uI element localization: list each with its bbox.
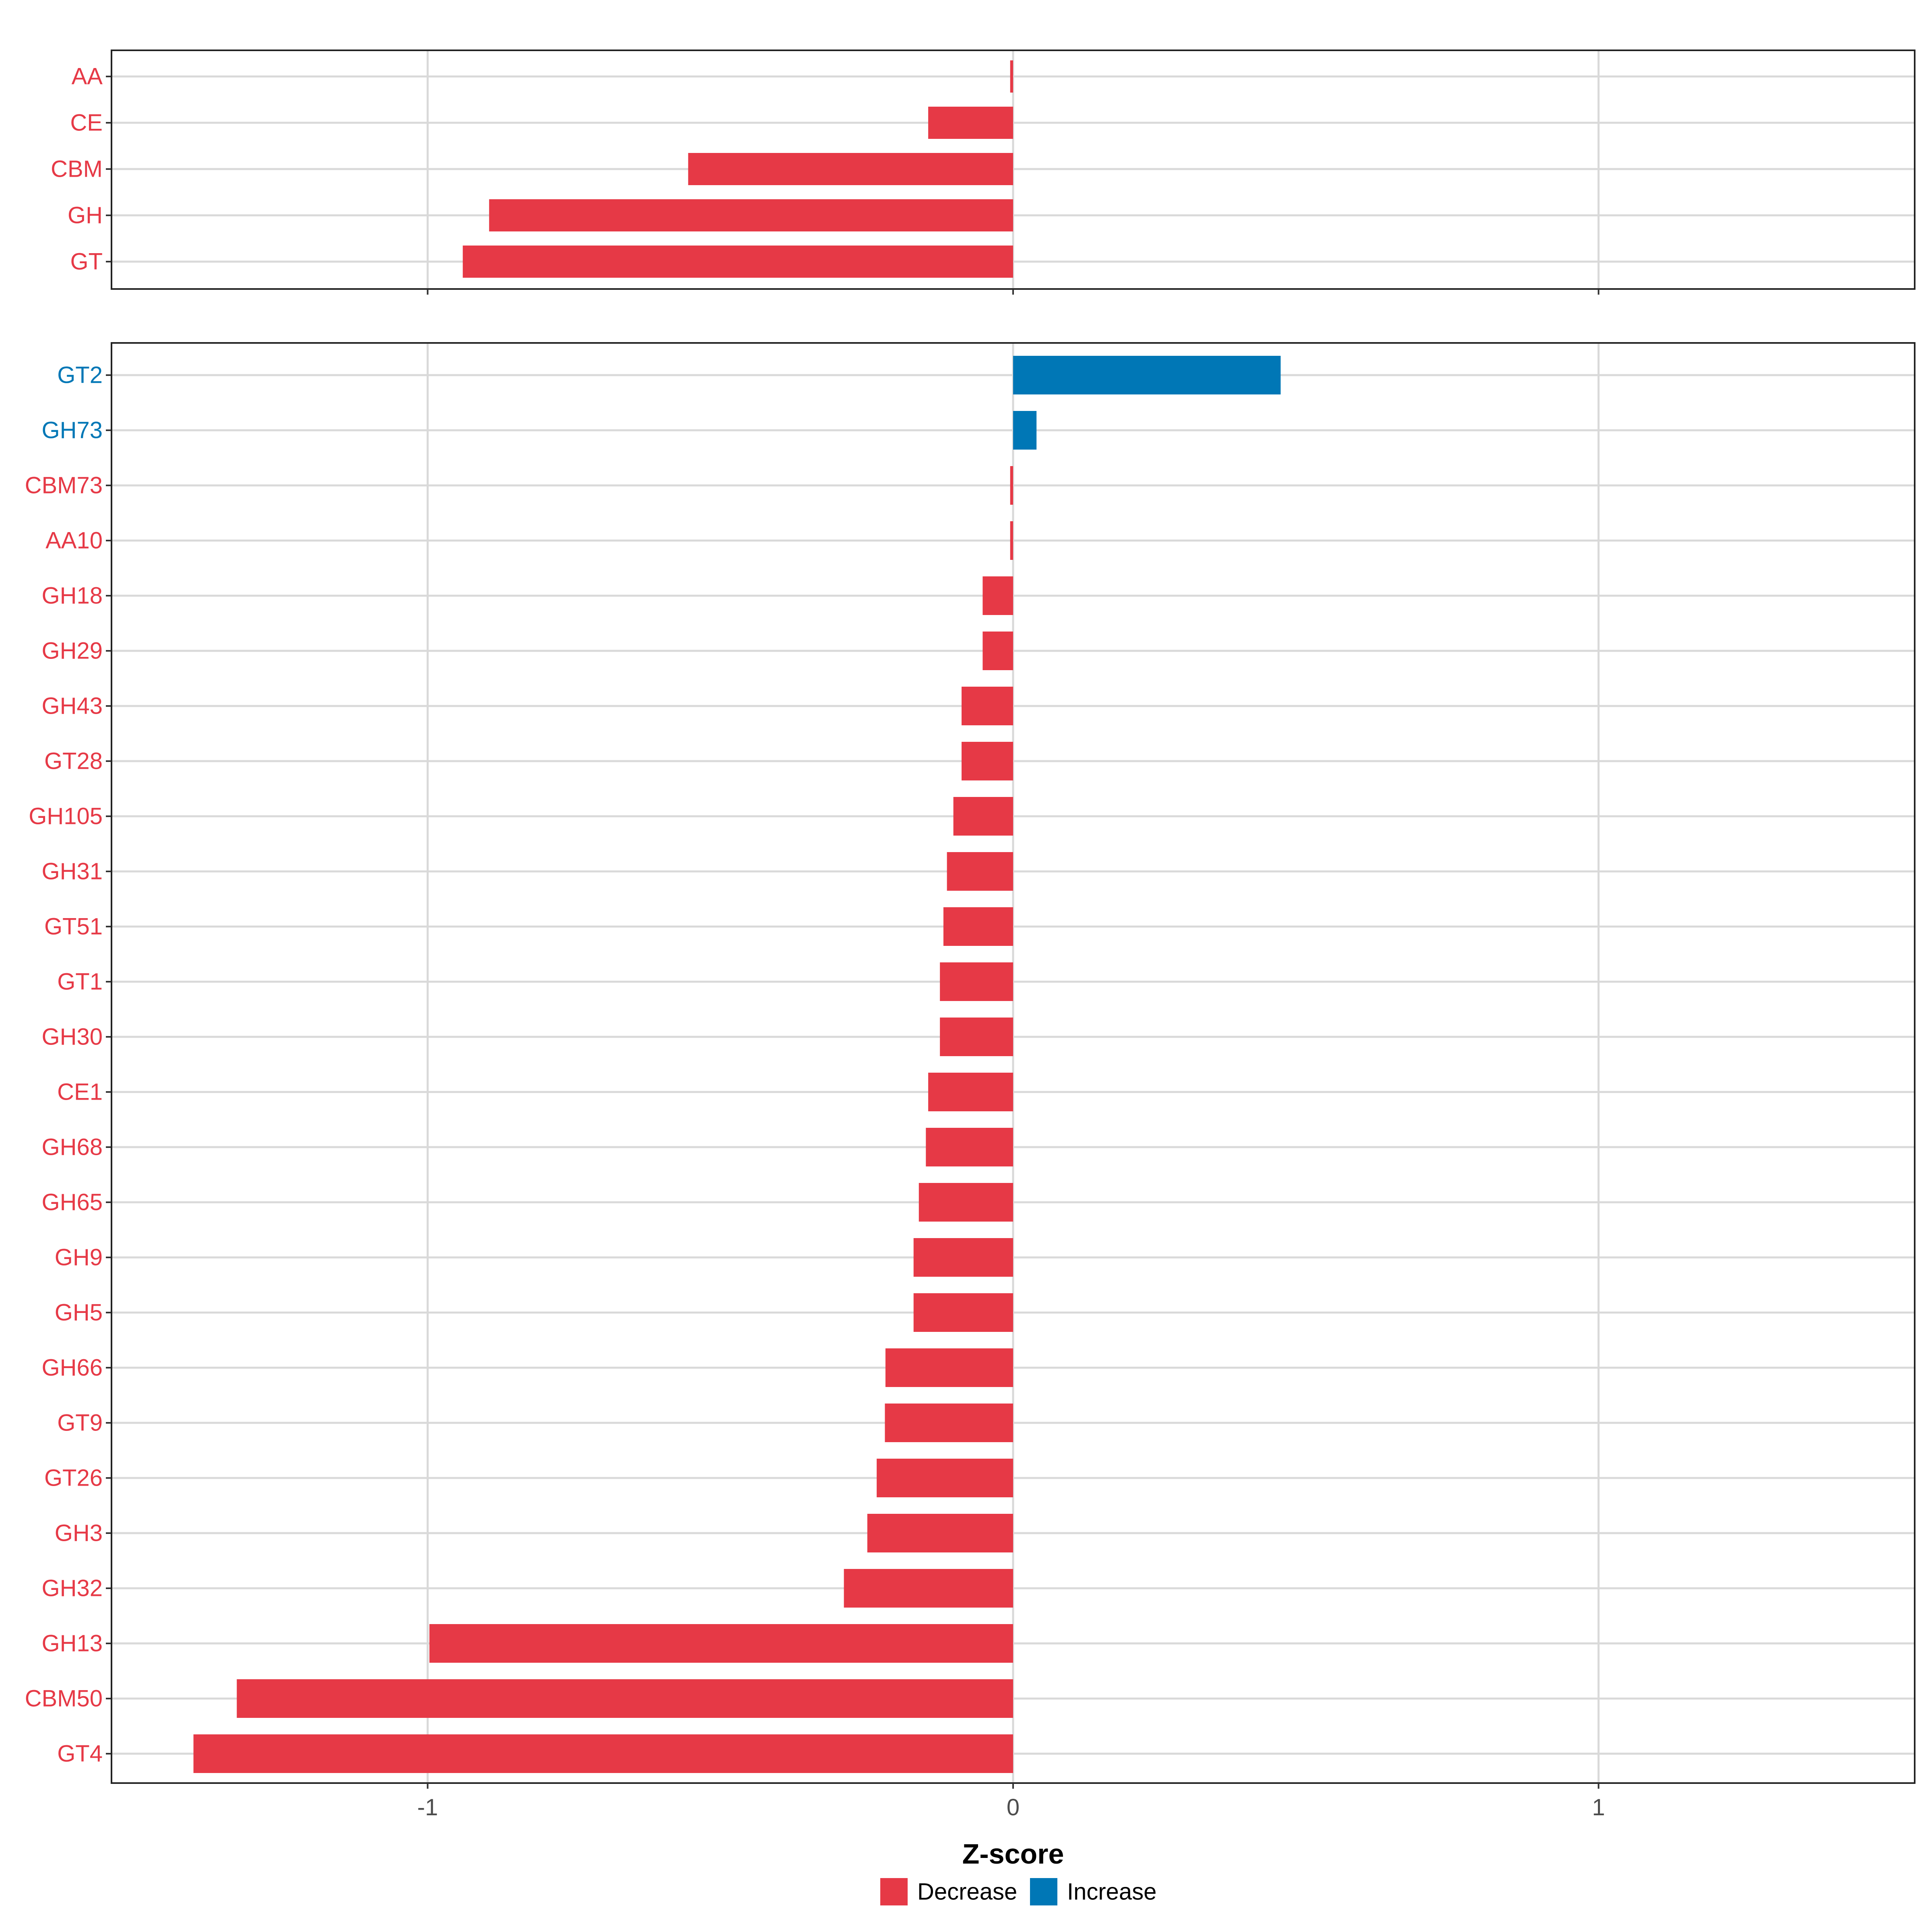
bar-gt26 [877, 1459, 1013, 1497]
bar-gt28 [962, 742, 1013, 780]
category-label-gt51: GT51 [44, 914, 103, 940]
category-label-gt1: GT1 [57, 969, 103, 995]
category-label-gh65: GH65 [41, 1189, 103, 1216]
category-label-gh5: GH5 [55, 1300, 103, 1326]
legend-swatch-decrease [880, 1878, 908, 1905]
bar-gt [462, 246, 1013, 278]
bar-gh [489, 199, 1013, 231]
category-label-gh30: GH30 [41, 1024, 103, 1050]
bar-gh31 [947, 852, 1013, 891]
category-label-ce: CE [70, 110, 103, 136]
category-label-gt: GT [70, 249, 103, 275]
x-axis-title: Z-score [962, 1838, 1064, 1870]
bar-gh5 [913, 1293, 1013, 1332]
bar-gh68 [926, 1128, 1013, 1166]
top-panel: AA CE CBM GH GT [51, 50, 1915, 295]
bar-aa10 [1010, 521, 1013, 560]
bar-gh18 [983, 576, 1013, 615]
bar-gt9 [885, 1404, 1013, 1442]
bar-ce1 [928, 1073, 1013, 1111]
category-label-gh68: GH68 [41, 1134, 103, 1160]
category-label-gh32: GH32 [41, 1575, 103, 1602]
bar-gh66 [885, 1348, 1013, 1387]
bar-gh43 [962, 687, 1013, 725]
bar-aa [1010, 60, 1013, 93]
bar-ce [928, 107, 1013, 139]
legend-swatch-increase [1030, 1878, 1057, 1905]
category-label-cbm73: CBM73 [25, 473, 103, 499]
category-label-gh29: GH29 [41, 638, 103, 664]
category-label-ce1: CE1 [57, 1079, 103, 1105]
bar-gh73 [1013, 411, 1037, 450]
category-label-gh43: GH43 [41, 693, 103, 719]
legend-label-decrease: Decrease [917, 1879, 1017, 1905]
category-label-gt28: GT28 [44, 748, 103, 774]
category-label-gh18: GH18 [41, 583, 103, 609]
category-label-gt4: GT4 [57, 1741, 103, 1767]
bar-gh3 [867, 1514, 1013, 1552]
bar-cbm50 [237, 1679, 1013, 1718]
category-label-gh66: GH66 [41, 1355, 103, 1381]
legend-label-increase: Increase [1067, 1879, 1156, 1905]
bar-gt4 [193, 1734, 1013, 1773]
bottom-panel: GT2 GH73 CBM73 AA10 GH18 GH29 GH43 GT28 GH105 GH3… [25, 342, 1915, 1789]
category-label-gh13: GH13 [41, 1631, 103, 1657]
category-label-aa10: AA10 [45, 528, 103, 554]
x-tick-label: 0 [1007, 1794, 1020, 1821]
bar-cbm73 [1010, 466, 1013, 505]
category-label-gh: GH [68, 202, 103, 229]
category-label-cbm50: CBM50 [25, 1686, 103, 1712]
bar-gh105 [953, 797, 1013, 836]
bar-gt51 [943, 907, 1013, 946]
category-label-gt9: GT9 [57, 1410, 103, 1436]
category-label-gh31: GH31 [41, 859, 103, 885]
category-label-gh3: GH3 [55, 1520, 103, 1546]
bar-gt2 [1013, 356, 1281, 394]
category-label-cbm: CBM [51, 156, 103, 182]
bar-gh30 [940, 1018, 1013, 1056]
bar-gt1 [940, 962, 1013, 1001]
bar-gh32 [844, 1569, 1013, 1608]
category-label-gh105: GH105 [29, 803, 103, 830]
x-tick-label: 1 [1592, 1794, 1605, 1821]
bar-gh9 [913, 1238, 1013, 1277]
bar-gh65 [919, 1183, 1013, 1222]
category-label-gt26: GT26 [44, 1465, 103, 1491]
category-label-aa: AA [72, 64, 103, 90]
bar-gh29 [983, 632, 1013, 670]
x-tick-label: -1 [417, 1794, 438, 1821]
bar-cbm [688, 153, 1013, 185]
category-label-gh73: GH73 [41, 417, 103, 444]
category-label-gt2: GT2 [57, 362, 103, 388]
bar-gh13 [429, 1624, 1013, 1663]
legend: Decrease Increase [880, 1878, 1156, 1905]
x-axis: -1 0 1 [417, 1794, 1605, 1821]
category-label-gh9: GH9 [55, 1245, 103, 1271]
